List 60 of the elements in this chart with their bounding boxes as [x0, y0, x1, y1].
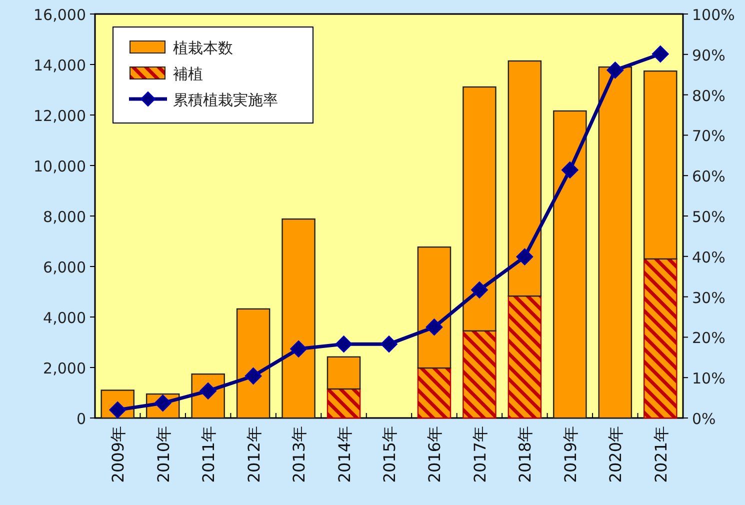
y2-tick-label: 30% — [692, 288, 726, 307]
x-tick-label: 2017年 — [470, 426, 490, 483]
y-tick-label: 2,000 — [43, 360, 86, 378]
x-tick-label: 2018年 — [516, 426, 535, 483]
x-tick-label: 2014年 — [334, 426, 354, 483]
y-tick-label: 12,000 — [34, 107, 86, 125]
bar — [326, 388, 361, 419]
point — [606, 62, 624, 79]
y2-tick-label: 70% — [692, 127, 726, 146]
y2-tick-label: 100% — [692, 6, 735, 24]
bar — [417, 367, 452, 419]
bar — [598, 66, 632, 419]
bar — [644, 258, 678, 419]
legend-label: 植栽本数 — [173, 39, 233, 57]
y2-tick-label: 90% — [692, 46, 726, 64]
point — [380, 336, 398, 353]
point — [561, 161, 578, 178]
x-tick-label: 2011年 — [199, 426, 218, 483]
x-tick-label: 2013年 — [290, 426, 309, 483]
y2-tick-label: 40% — [692, 248, 726, 266]
bar — [508, 60, 542, 297]
x-tick-label: 2009年 — [108, 426, 128, 483]
bar — [462, 86, 496, 332]
bar — [553, 110, 587, 419]
legend-label: 補植 — [173, 65, 203, 83]
x-tick-label: 2020年 — [606, 426, 626, 483]
x-tick-label: 2010年 — [154, 426, 173, 483]
y-tick-label: 8,000 — [43, 208, 86, 226]
point — [290, 340, 308, 358]
x-tick-label: 2021年 — [651, 426, 670, 483]
y2-tick-label: 60% — [692, 168, 726, 186]
x-tick-label: 2016年 — [425, 426, 444, 483]
legend-label: 累積植栽実施率 — [173, 91, 278, 109]
y-tick-label: 10,000 — [34, 158, 86, 176]
x-tick-label: 2015年 — [380, 426, 399, 483]
y2-tick-label: 50% — [692, 208, 726, 226]
bar — [282, 218, 316, 419]
point — [335, 336, 352, 353]
point — [470, 281, 488, 298]
x-tick-label: 2019年 — [560, 426, 580, 483]
bar — [644, 70, 678, 260]
point — [516, 248, 534, 266]
point — [426, 318, 443, 336]
bar — [462, 330, 496, 419]
y-tick-label: 4,000 — [43, 309, 86, 327]
bar — [417, 246, 452, 369]
y2-tick-label: 0% — [692, 410, 716, 428]
point — [652, 45, 669, 62]
x-tick-label: 2012年 — [244, 426, 264, 483]
y-tick-label: 14,000 — [34, 56, 86, 74]
y-tick-label: 0 — [76, 410, 86, 428]
y-tick-label: 16,000 — [34, 6, 86, 24]
bar — [508, 295, 542, 419]
y2-tick-label: 10% — [692, 370, 726, 388]
point — [244, 367, 262, 384]
y2-tick-label: 80% — [692, 86, 726, 105]
bar — [326, 356, 361, 390]
y-tick-label: 6,000 — [43, 258, 86, 276]
bar — [236, 308, 270, 419]
y2-tick-label: 20% — [692, 329, 726, 348]
